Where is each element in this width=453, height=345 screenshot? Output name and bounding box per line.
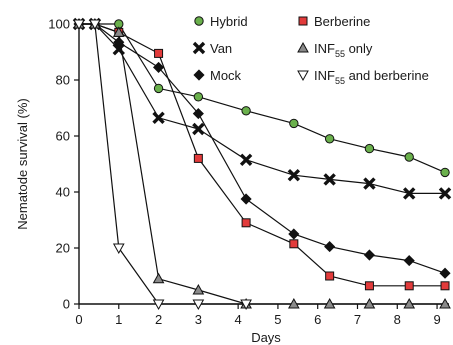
legend-marker-0	[194, 16, 204, 26]
legend-label-3: Berberine	[314, 14, 370, 29]
data-point-1	[192, 122, 205, 136]
series-line-0	[79, 23, 446, 173]
x-tick-label: 7	[354, 312, 361, 327]
data-point-0	[364, 143, 375, 154]
data-point-4	[287, 297, 300, 309]
y-tick-label: 0	[63, 297, 70, 312]
y-tick-label: 60	[56, 129, 70, 144]
data-point-5	[192, 299, 205, 311]
data-point-5	[152, 299, 165, 311]
x-tick-label: 6	[314, 312, 321, 327]
data-point-1	[403, 187, 416, 200]
data-point-3	[440, 281, 450, 291]
legend: Hybrid Van Mock Berberine INF55 only INF55 an…	[192, 14, 429, 86]
data-point-0	[324, 134, 335, 144]
data-point-1	[363, 177, 376, 190]
x-tick-label: 8	[394, 312, 401, 327]
series-layer	[72, 17, 452, 311]
data-point-1	[239, 153, 253, 167]
data-point-4	[323, 297, 336, 309]
y-tick-label: 80	[56, 73, 70, 88]
legend-label-1: Van	[210, 41, 232, 56]
x-axis-label: Days	[251, 330, 281, 345]
x-tick-label: 1	[115, 312, 122, 327]
data-point-1	[438, 187, 452, 200]
data-point-2	[153, 61, 165, 73]
x-tick-label: 2	[155, 312, 162, 327]
data-point-0	[241, 106, 251, 116]
data-point-4	[439, 297, 451, 309]
legend-marker-1	[192, 41, 206, 55]
data-point-2	[240, 193, 252, 205]
data-point-5	[73, 19, 85, 31]
data-point-4	[192, 283, 205, 295]
data-point-0	[404, 152, 414, 162]
y-tick-label: 40	[56, 185, 70, 200]
x-tick-label: 3	[195, 312, 202, 327]
data-point-4	[112, 26, 125, 37]
data-point-3	[364, 281, 374, 291]
legend-marker-4	[297, 41, 309, 53]
y-tick-label: 20	[56, 241, 70, 256]
data-point-0	[153, 83, 164, 94]
legend-marker-3	[298, 16, 308, 26]
legend-marker-2	[193, 69, 205, 81]
series-line-4	[79, 23, 445, 305]
y-tick-label: 100	[48, 17, 70, 32]
data-point-2	[403, 255, 415, 267]
data-point-2	[113, 36, 125, 48]
x-tick-label: 4	[235, 312, 242, 327]
data-point-4	[403, 297, 416, 309]
axes: 0 1 2 3 4 5 6 7 8 9 0 20 40 60 80 100	[48, 17, 449, 327]
data-point-5	[89, 19, 101, 31]
data-point-3	[289, 239, 299, 249]
x-tick-label: 0	[75, 312, 82, 327]
data-point-4	[152, 272, 165, 284]
data-point-3	[325, 271, 335, 281]
series-line-2	[79, 23, 446, 274]
data-point-0	[289, 118, 299, 129]
data-point-5	[240, 299, 252, 311]
data-point-3	[241, 218, 251, 228]
data-point-1	[287, 168, 301, 182]
data-point-1	[323, 173, 336, 186]
legend-label-5: INF55 and berberine	[314, 68, 429, 86]
x-tick-label: 5	[274, 312, 281, 327]
data-point-2	[439, 267, 451, 279]
legend-label-0: Hybrid	[210, 14, 248, 29]
series-line-3	[79, 23, 445, 287]
data-point-4	[363, 297, 376, 309]
data-point-3	[193, 153, 203, 163]
data-point-2	[288, 228, 300, 240]
data-point-0	[193, 92, 204, 102]
data-point-0	[440, 167, 450, 178]
x-tick-label: 9	[433, 312, 440, 327]
data-point-1	[112, 42, 125, 56]
legend-label-4: INF55 only	[314, 41, 373, 59]
data-point-5	[112, 243, 125, 255]
data-point-2	[363, 249, 375, 261]
data-point-2	[324, 241, 336, 253]
data-point-3	[404, 281, 414, 291]
data-point-3	[154, 48, 164, 58]
data-point-2	[192, 108, 204, 120]
legend-label-2: Mock	[210, 68, 242, 83]
y-axis-label: Nematode survival (%)	[15, 98, 30, 230]
data-point-1	[152, 111, 165, 125]
legend-marker-5	[297, 70, 309, 82]
